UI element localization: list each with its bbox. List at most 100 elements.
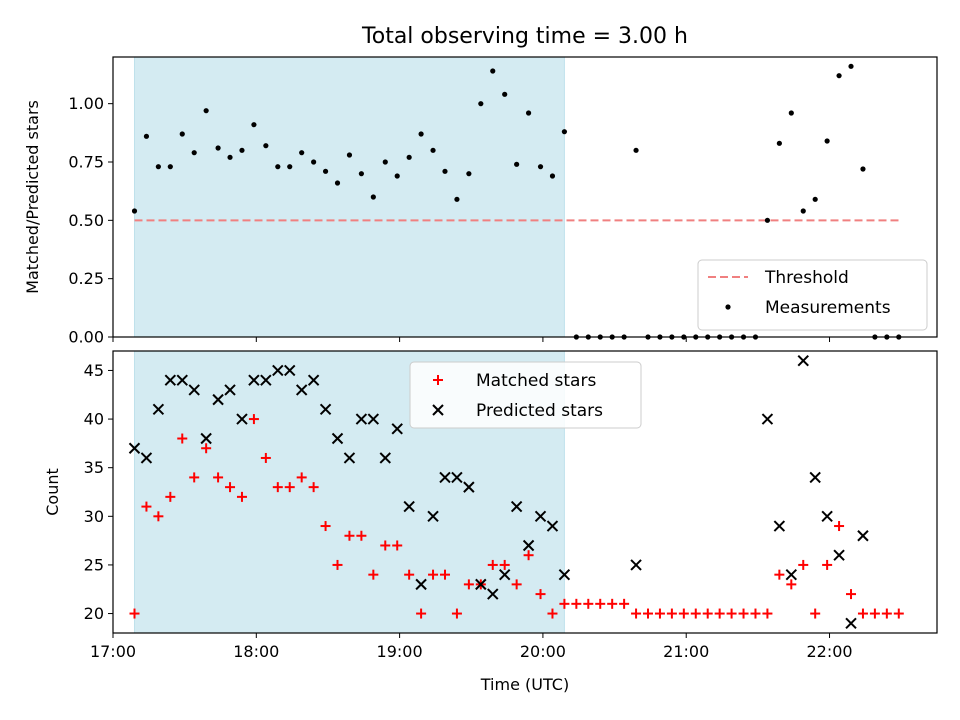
x-stroke-b <box>415 578 427 591</box>
predicted-star-point <box>176 374 188 386</box>
matched-star-point <box>834 521 845 532</box>
x-stroke-b <box>176 374 188 386</box>
x-stroke-b <box>630 559 642 571</box>
x-stroke-b <box>128 442 141 454</box>
matched-star-point <box>571 598 582 609</box>
axes-frame <box>112 350 938 634</box>
measurement-point <box>179 131 185 137</box>
x-stroke-b <box>212 393 224 406</box>
measurement-point <box>860 166 866 172</box>
predicted-star-point <box>821 510 833 523</box>
measurement-point <box>430 147 436 153</box>
measurement-point <box>764 217 771 223</box>
top-y-axis-label: Matched/Predicted stars <box>23 100 42 294</box>
matched-star-point <box>643 608 654 619</box>
y-tick-label: 0.50 <box>68 211 104 230</box>
matched-star-point <box>272 482 283 493</box>
measurement-point <box>848 63 854 69</box>
matched-star-point <box>225 482 236 493</box>
x-tick-label: 20:00 <box>520 642 566 661</box>
matched-star-point <box>547 608 558 619</box>
x-stroke-b <box>319 403 332 416</box>
measurement-point <box>370 194 376 200</box>
measurement-point <box>466 171 472 177</box>
matched-star-point <box>236 491 247 502</box>
predicted-star-point <box>415 578 427 591</box>
matched-star-point <box>810 608 821 619</box>
legend-measurement-swatch <box>725 304 731 310</box>
matched-star-point <box>822 559 833 570</box>
x-stroke-b <box>295 384 308 396</box>
measurement-point <box>824 138 830 144</box>
top-panel: 0.00 0.25 0.50 0.75 1.00 Threshold Measurement… <box>68 56 938 347</box>
x-stroke-b <box>773 520 786 532</box>
matched-star-point <box>308 482 319 493</box>
y-tick-label: 30 <box>84 507 104 526</box>
matched-star-point <box>344 530 355 541</box>
x-stroke-b <box>487 588 499 600</box>
shaded-region <box>133 56 565 338</box>
measurement-point <box>561 129 568 135</box>
measurement-point <box>263 143 269 149</box>
matched-star-point <box>451 608 462 619</box>
matched-star-point <box>523 550 534 561</box>
x-stroke-b <box>857 530 869 542</box>
legend-measurement-label: Measurements <box>765 298 891 318</box>
x-stroke-b <box>498 568 511 581</box>
x-stroke-b <box>439 471 451 484</box>
predicted-star-point <box>307 374 320 386</box>
matched-star-point <box>881 608 892 619</box>
x-stroke-b <box>343 452 356 464</box>
measurement-point <box>836 73 842 79</box>
x-axis-label: Time (UTC) <box>480 675 569 694</box>
bottom-y-axis-label: Count <box>43 468 62 516</box>
predicted-star-point <box>295 384 308 396</box>
measurement-point <box>800 208 806 214</box>
predicted-star-point <box>379 452 391 464</box>
measurement-point <box>788 110 794 116</box>
x-stroke-b <box>355 413 368 425</box>
axes-frame <box>112 56 938 338</box>
x-stroke-b <box>200 432 212 445</box>
measurement-point <box>514 161 520 167</box>
measurement-point <box>502 91 508 97</box>
y-tick-label: 0.75 <box>68 153 104 172</box>
matched-star-point <box>153 511 164 522</box>
measurement-point <box>299 150 305 156</box>
predicted-star-point <box>343 452 356 464</box>
matched-star-point <box>260 452 271 463</box>
matched-star-point <box>428 569 439 580</box>
measurement-point <box>346 152 353 158</box>
matched-star-point <box>404 569 415 580</box>
x-stroke-b <box>845 617 857 629</box>
y-tick-label: 0.00 <box>68 328 104 347</box>
predicted-star-point <box>797 355 809 367</box>
x-stroke-b <box>785 568 798 581</box>
matched-star-point <box>857 608 868 619</box>
measurement-point <box>131 208 138 214</box>
y-tick-label: 1.00 <box>68 94 104 113</box>
matched-star-point <box>654 608 665 619</box>
matched-star-point <box>189 472 200 483</box>
predicted-star-point <box>427 510 439 523</box>
bottom-panel: 20 25 30 35 40 45 17:00 18:00 19:00 20:00 21:00 22:… <box>84 350 938 661</box>
x-stroke-b <box>367 413 380 425</box>
predicted-star-point <box>188 384 200 396</box>
legend-predicted-label: Predicted stars <box>476 401 603 421</box>
measurement-point <box>311 159 317 165</box>
matched-star-point <box>296 472 307 483</box>
measurement-point <box>203 108 209 114</box>
measurement-point <box>167 164 173 170</box>
x-stroke-b <box>379 452 391 464</box>
measurement-point <box>322 168 329 174</box>
x-stroke-b <box>140 452 153 464</box>
y-tick-label: 35 <box>84 458 104 477</box>
measurement-point <box>454 196 460 202</box>
matched-star-point <box>559 598 570 609</box>
x-stroke-b <box>260 374 272 386</box>
predicted-star-point <box>224 384 236 396</box>
predicted-star-point <box>510 500 523 513</box>
legend-matched-label: Matched stars <box>476 371 596 391</box>
matched-star-point <box>798 559 809 570</box>
predicted-star-point <box>331 432 344 445</box>
